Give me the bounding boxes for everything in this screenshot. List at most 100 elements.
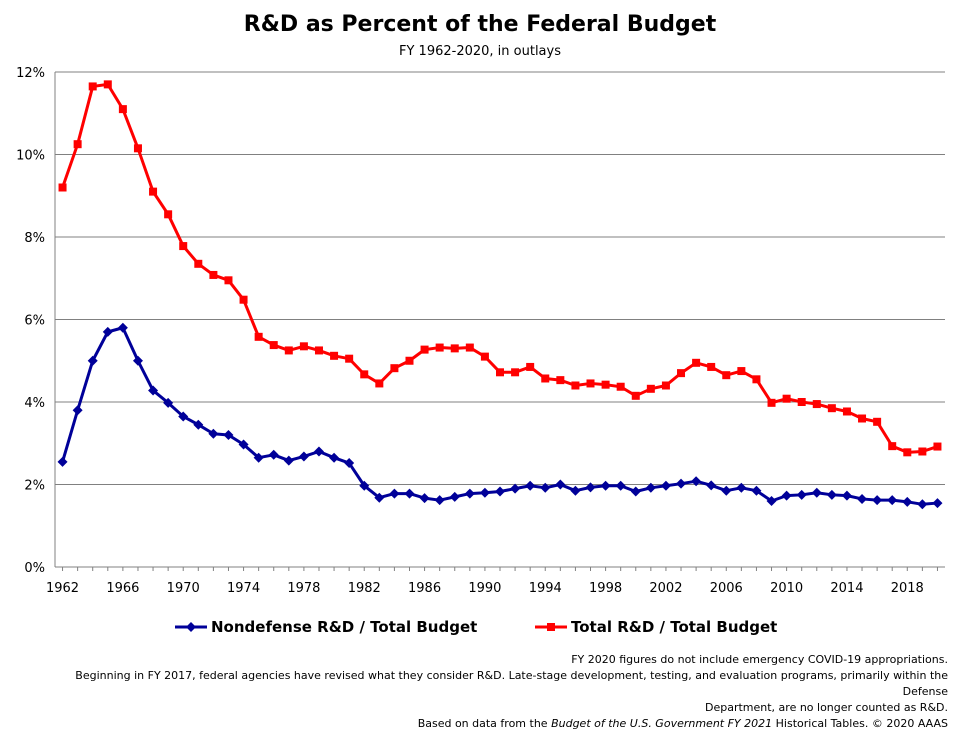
y-tick-label: 6% <box>24 314 45 329</box>
x-tick-label: 2018 <box>891 581 924 596</box>
data-point-nondefense <box>721 485 732 496</box>
data-point-nondefense <box>102 326 113 337</box>
data-point-total <box>541 374 550 383</box>
data-point-total <box>360 370 369 379</box>
data-point-total <box>133 144 142 153</box>
data-point-nondefense <box>389 488 400 499</box>
data-point-nondefense <box>298 451 309 462</box>
data-point-total <box>631 391 640 400</box>
source-title: Budget of the U.S. Government FY 2021 <box>551 717 773 730</box>
data-point-nondefense <box>932 498 943 509</box>
data-point-nondefense <box>374 492 385 503</box>
data-point-nondefense <box>766 496 777 506</box>
data-point-nondefense <box>419 493 430 504</box>
data-point-total <box>827 404 836 413</box>
x-tick-label: 1970 <box>167 581 200 596</box>
data-point-total <box>480 352 489 361</box>
data-point-nondefense <box>585 482 596 493</box>
data-point-total <box>73 140 82 149</box>
legend-item-nondefense: Nondefense R&D / Total Budget <box>175 618 477 636</box>
x-tick-label: 1966 <box>106 581 139 596</box>
data-point-total <box>390 364 399 373</box>
y-tick-label: 10% <box>16 149 45 164</box>
data-point-total <box>903 448 912 457</box>
data-point-total <box>873 417 882 426</box>
data-point-nondefense <box>857 493 868 504</box>
x-tick-label: 1986 <box>408 581 441 596</box>
footnote-covid: FY 2020 figures do not include emergency… <box>571 653 948 666</box>
data-point-total <box>556 376 565 385</box>
data-point-nondefense <box>449 491 460 502</box>
data-point-nondefense <box>193 419 204 430</box>
data-point-total <box>511 368 520 377</box>
data-point-nondefense <box>495 486 505 497</box>
x-tick-label: 1990 <box>468 581 501 596</box>
data-point-nondefense <box>253 452 264 463</box>
source-prefix: Based on data from the <box>417 717 552 730</box>
x-tick-label: 1974 <box>227 581 260 596</box>
data-point-nondefense <box>796 489 807 500</box>
data-point-nondefense <box>811 487 822 498</box>
data-point-total <box>435 343 444 352</box>
data-point-nondefense <box>902 496 913 507</box>
data-point-total <box>375 379 384 388</box>
data-point-total <box>752 375 761 384</box>
source-suffix: Historical Tables. © 2020 AAAS <box>772 717 948 730</box>
data-point-total <box>103 80 112 89</box>
x-tick-label: 1994 <box>529 581 562 596</box>
data-point-total <box>616 382 625 391</box>
footnote-rd-definition-cont: Department, are no longer counted as R&D… <box>704 701 948 714</box>
legend-swatch-nondefense <box>175 622 207 632</box>
legend-swatch-total <box>535 623 567 631</box>
data-point-nondefense <box>434 495 445 506</box>
data-point-total <box>284 346 293 355</box>
data-point-nondefense <box>630 486 641 497</box>
data-point-total <box>782 394 791 403</box>
data-point-nondefense <box>751 485 762 496</box>
x-tick-label: 1998 <box>589 581 622 596</box>
data-point-total <box>526 362 535 371</box>
data-point-total <box>405 356 414 365</box>
x-tick-label: 2002 <box>649 581 682 596</box>
data-point-nondefense <box>600 480 611 491</box>
data-point-total <box>677 369 686 378</box>
data-point-total <box>812 400 821 409</box>
footnote-source: Based on data from the Budget of the U.S… <box>28 716 948 732</box>
data-point-nondefense <box>781 490 792 501</box>
data-point-total <box>767 398 776 407</box>
footnote-rd-definition: Beginning in FY 2017, federal agencies h… <box>75 669 948 698</box>
data-point-nondefense <box>525 480 536 491</box>
data-point-nondefense <box>208 428 219 439</box>
data-point-nondefense <box>313 446 324 457</box>
data-point-total <box>933 442 942 451</box>
data-point-total <box>254 332 263 341</box>
data-point-nondefense <box>283 455 294 466</box>
data-point-nondefense <box>132 355 143 366</box>
data-point-nondefense <box>464 488 475 499</box>
data-point-total <box>420 345 429 354</box>
data-point-total <box>118 105 127 114</box>
x-tick-label: 2014 <box>830 581 863 596</box>
line-chart: 0% 2% 4% 6% 8% 10% 12% 1962 1966 1970 1974 1978 1982… <box>16 66 945 596</box>
data-point-nondefense <box>540 482 551 493</box>
data-point-nondefense <box>57 456 68 467</box>
data-point-total <box>797 398 806 406</box>
data-point-total <box>345 354 354 363</box>
data-point-nondefense <box>359 480 370 491</box>
chart-footnotes: FY 2020 figures do not include emergency… <box>28 652 948 732</box>
data-point-nondefense <box>660 480 671 491</box>
x-tick-label: 2010 <box>770 581 803 596</box>
chart-subtitle: FY 1962-2020, in outlays <box>399 44 561 59</box>
data-point-total <box>164 210 173 219</box>
data-point-nondefense <box>555 479 566 490</box>
data-point-nondefense <box>87 355 98 366</box>
data-point-nondefense <box>510 483 521 494</box>
y-tick-label: 4% <box>24 396 45 411</box>
data-point-nondefense <box>72 405 83 416</box>
data-point-nondefense <box>344 458 355 469</box>
data-point-total <box>722 371 731 380</box>
data-point-nondefense <box>645 482 656 493</box>
data-point-total <box>269 341 278 350</box>
data-point-nondefense <box>148 385 159 396</box>
data-point-total <box>224 276 233 285</box>
